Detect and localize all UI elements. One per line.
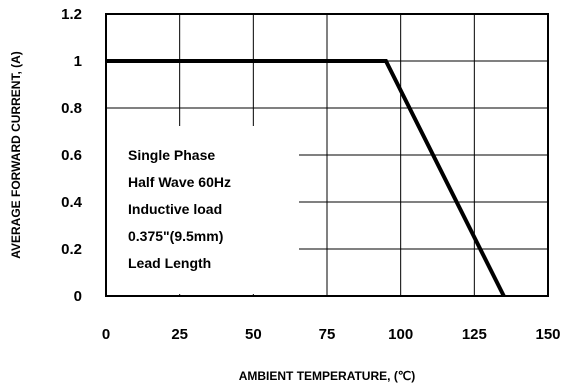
y-tick-label: 1 — [74, 53, 82, 70]
chart-series — [106, 59, 506, 297]
x-tick-label: 75 — [319, 326, 336, 343]
annotation-line: Half Wave 60Hz — [128, 174, 231, 190]
x-tick-label: 100 — [388, 326, 413, 343]
annotation-line: Lead Length — [128, 255, 211, 271]
y-tick-label: 0.4 — [61, 194, 83, 211]
derating-curve — [106, 59, 506, 297]
x-tick-label: 0 — [102, 326, 110, 343]
y-tick-label: 1.2 — [61, 6, 82, 23]
y-tick-label: 0 — [74, 288, 82, 305]
annotation-line: Inductive load — [128, 201, 222, 217]
x-axis-label: AMBIENT TEMPERATURE, (℃) — [239, 369, 416, 383]
y-tick-label: 0.6 — [61, 147, 82, 164]
annotation-text: Single Phase Half Wave 60Hz Inductive load… — [128, 147, 231, 271]
y-axis-label: AVERAGE FORWARD CURRENT, (A) — [9, 51, 23, 259]
x-tick-label: 25 — [171, 326, 188, 343]
annotation-line: Single Phase — [128, 147, 215, 163]
y-tick-label: 0.2 — [61, 241, 82, 258]
annotation-line: 0.375"(9.5mm) — [128, 228, 223, 244]
x-tick-label: 50 — [245, 326, 262, 343]
annotation-box — [106, 126, 299, 294]
x-axis-ticks: 0 25 50 75 100 125 150 — [102, 326, 561, 343]
y-axis-ticks: 0 0.2 0.4 0.6 0.8 1 1.2 — [61, 6, 83, 305]
plot-frame — [105, 13, 549, 297]
y-tick-label: 0.8 — [61, 100, 82, 117]
x-tick-label: 150 — [535, 326, 560, 343]
x-tick-label: 125 — [462, 326, 487, 343]
